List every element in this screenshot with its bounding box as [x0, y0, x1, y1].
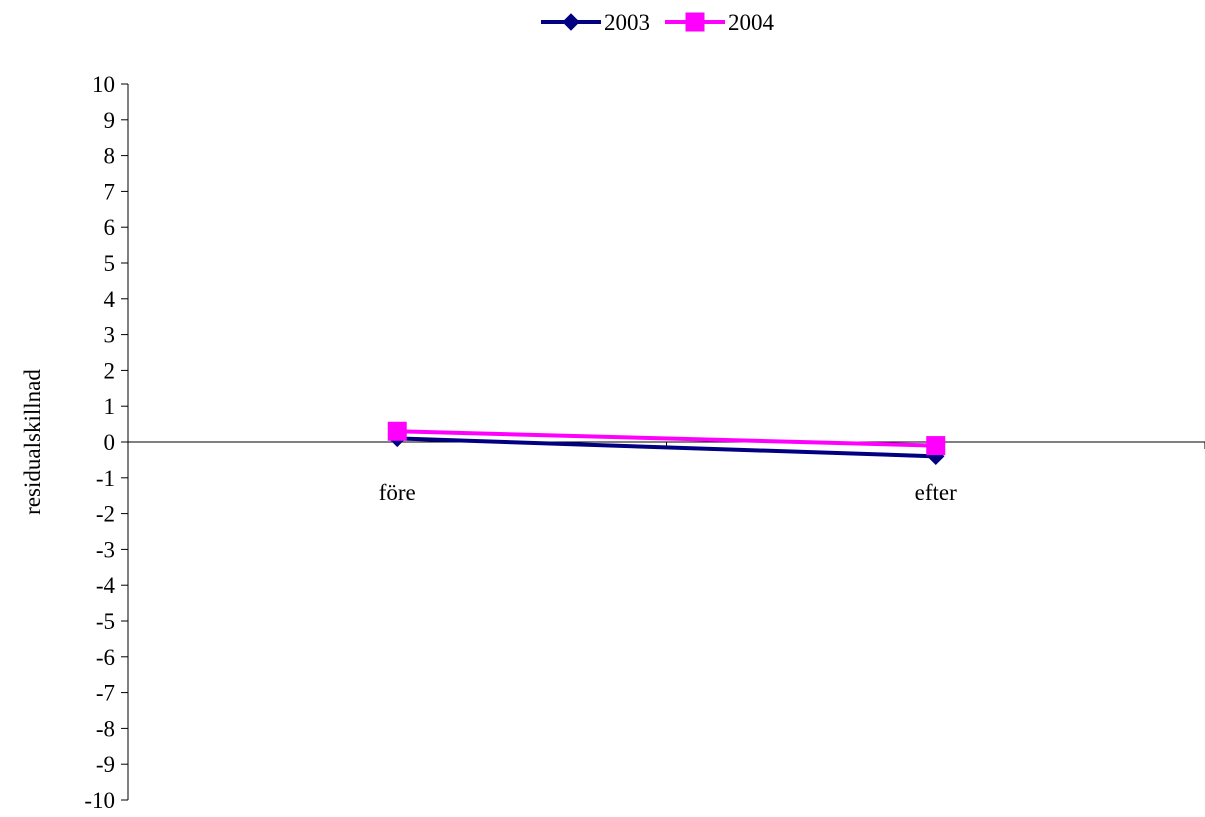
y-tick-label: -8 — [96, 716, 115, 741]
legend-label: 2004 — [728, 10, 775, 35]
y-tick-label: -10 — [84, 788, 115, 813]
legend-item: 2003 — [541, 10, 650, 35]
y-tick-label: -6 — [96, 645, 115, 670]
y-tick-label: 4 — [104, 287, 116, 312]
y-tick-label: 10 — [92, 72, 115, 97]
data-point-square — [926, 436, 946, 456]
y-tick-label: 1 — [104, 394, 116, 419]
y-tick-label: -4 — [96, 573, 116, 598]
y-tick-label: -9 — [96, 752, 115, 777]
x-axis: före efter — [127, 441, 1205, 505]
data-point-diamond — [562, 13, 580, 31]
data-point-square — [387, 421, 407, 441]
y-tick-label: -7 — [96, 681, 115, 706]
series-group — [387, 421, 946, 466]
series-line — [397, 436, 936, 459]
y-tick-label: -5 — [96, 609, 115, 634]
legend: 2003 2004 — [541, 10, 775, 35]
series-2003 — [388, 429, 945, 466]
series-line — [397, 429, 936, 448]
data-point-square — [685, 12, 705, 32]
y-tick-label: 5 — [104, 251, 116, 276]
y-tick-label: 6 — [104, 215, 116, 240]
series-2004 — [387, 421, 946, 456]
y-tick-label: -2 — [96, 502, 115, 527]
y-axis-title: residualskillnad — [20, 369, 45, 515]
y-tick-label: -3 — [96, 537, 115, 562]
y-tick-label: 3 — [104, 323, 116, 348]
legend-label: 2003 — [604, 10, 650, 35]
y-tick-label: 2 — [104, 358, 116, 383]
y-tick-label: 9 — [104, 108, 116, 133]
y-tick-label: 8 — [104, 144, 116, 169]
y-tick-label: 7 — [104, 179, 116, 204]
x-category-label: efter — [915, 480, 957, 505]
x-category-label: före — [379, 480, 416, 505]
legend-item: 2004 — [665, 10, 775, 35]
y-tick-label: -1 — [96, 466, 115, 491]
y-tick-label: 0 — [104, 430, 116, 455]
